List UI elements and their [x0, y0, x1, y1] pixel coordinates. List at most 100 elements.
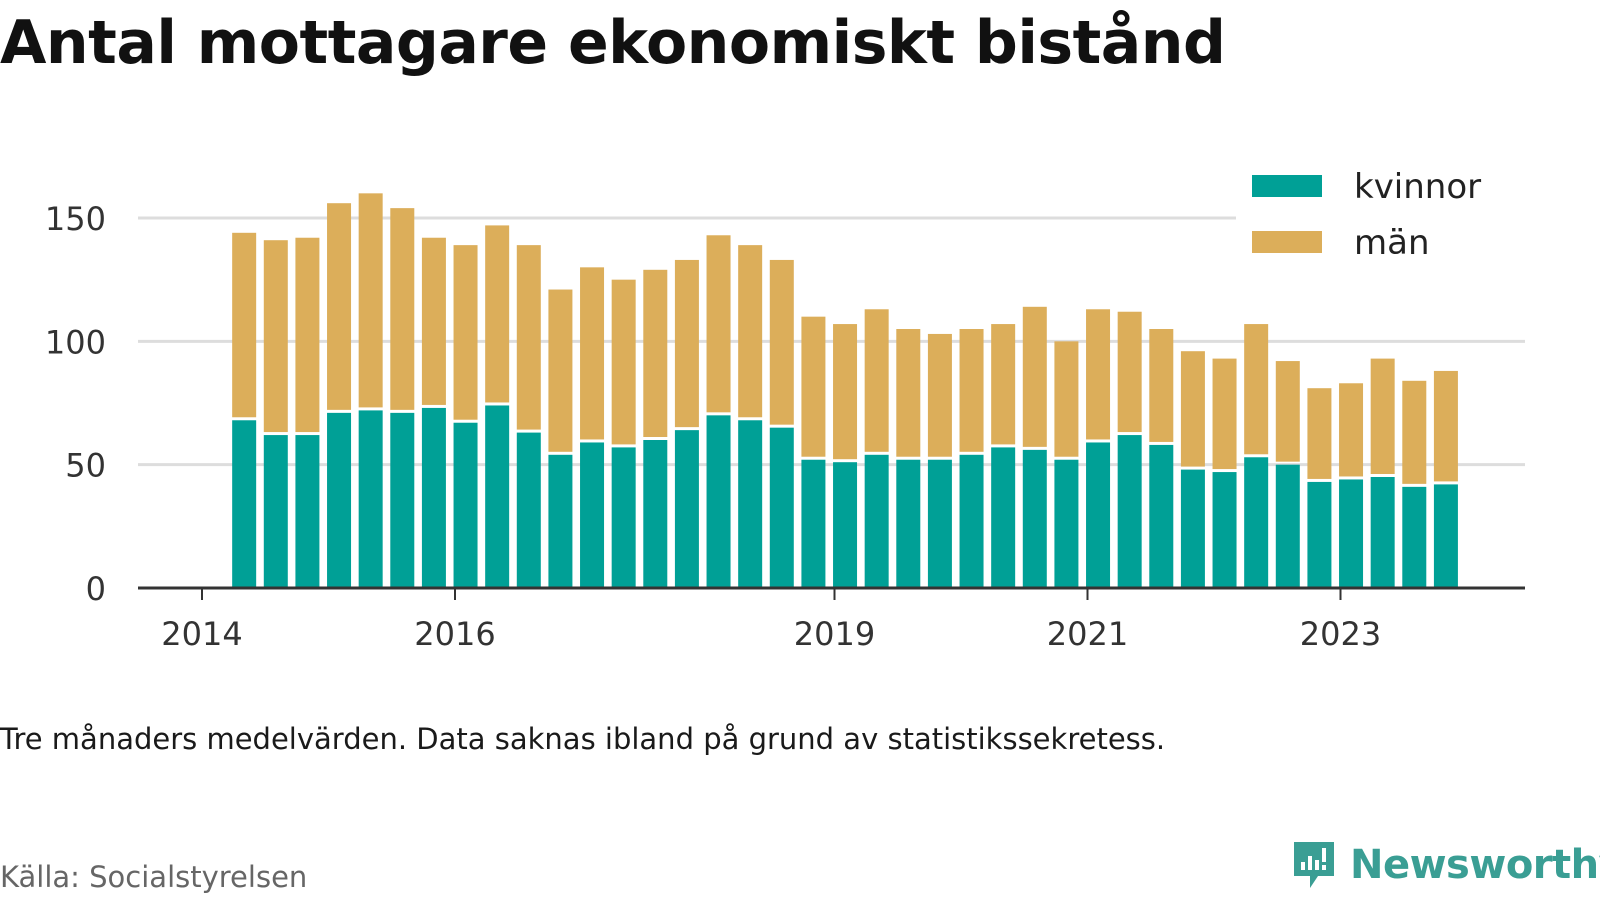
bar-man: [833, 324, 858, 460]
bar-kvinnor: [959, 454, 984, 588]
bar-man: [1402, 380, 1427, 484]
bar-kvinnor: [516, 432, 541, 588]
bar-kvinnor: [548, 454, 573, 588]
bar-man: [1275, 361, 1300, 462]
bar-man: [263, 240, 288, 433]
x-tick-label: 2021: [1047, 615, 1128, 653]
bar-man: [1339, 383, 1364, 477]
bar-man: [1054, 341, 1079, 457]
bar-kvinnor: [327, 412, 352, 588]
bar-kvinnor: [896, 459, 921, 588]
bar-man: [295, 237, 320, 433]
bar-man: [390, 208, 415, 410]
legend-swatch: [1252, 231, 1322, 253]
bar-man: [327, 203, 352, 410]
legend-label: män: [1354, 223, 1430, 263]
bar-man: [1117, 311, 1142, 433]
bar-kvinnor: [1402, 486, 1427, 588]
bar-man: [896, 329, 921, 457]
bar-kvinnor: [485, 405, 510, 588]
bar-kvinnor: [1244, 457, 1269, 588]
bar-man: [738, 245, 763, 418]
bar-kvinnor: [1433, 484, 1458, 588]
bar-kvinnor: [453, 422, 478, 588]
y-tick-label: 100: [45, 323, 106, 361]
bar-kvinnor: [927, 459, 952, 588]
bar-man: [453, 245, 478, 420]
bar-kvinnor: [1275, 464, 1300, 588]
bar-kvinnor: [580, 442, 605, 588]
bar-man: [959, 329, 984, 452]
bar-kvinnor: [611, 447, 636, 588]
bar-kvinnor: [263, 435, 288, 588]
bar-man: [706, 235, 731, 413]
bar-kvinnor: [1307, 481, 1332, 588]
bar-man: [1433, 370, 1458, 482]
x-axis: 2014 2016 2019 2021 2023: [138, 586, 1525, 653]
bar-man: [1149, 329, 1174, 442]
y-tick-label: 0: [86, 570, 106, 608]
bar-man: [421, 237, 446, 405]
bar-man: [548, 289, 573, 452]
stacked-bar-chart: 0 50 100 150 2014 2016 2019 2021 2023 kvinnor mä…: [44, 162, 1526, 653]
bar-man: [1022, 306, 1047, 447]
legend: kvinnor män: [1236, 162, 1526, 270]
bar-man: [485, 225, 510, 403]
bar-man: [1086, 309, 1111, 440]
bar-kvinnor: [1054, 459, 1079, 588]
bar-kvinnor: [769, 427, 794, 588]
bar-man: [1212, 358, 1237, 470]
bar-kvinnor: [864, 454, 889, 588]
bar-man: [991, 324, 1016, 445]
bar-man: [232, 232, 257, 418]
bar-kvinnor: [833, 462, 858, 588]
source-credit: Källa: Socialstyrelsen: [0, 860, 308, 894]
bar-kvinnor: [1370, 477, 1395, 588]
legend-swatch: [1252, 175, 1322, 197]
bar-kvinnor: [706, 415, 731, 588]
bars: [232, 193, 1458, 588]
bar-man: [580, 267, 605, 440]
bar-kvinnor: [738, 420, 763, 588]
chart-title: Antal mottagare ekonomiskt bistånd: [0, 8, 1226, 78]
bar-man: [516, 245, 541, 430]
bar-man: [1244, 324, 1269, 455]
y-tick-label: 50: [65, 447, 106, 485]
bar-man: [674, 259, 699, 428]
bar-kvinnor: [232, 420, 257, 588]
bar-kvinnor: [1086, 442, 1111, 588]
bar-man: [864, 309, 889, 452]
legend-label: kvinnor: [1354, 167, 1481, 207]
bar-man: [611, 279, 636, 445]
bar-kvinnor: [1180, 469, 1205, 588]
y-tick-label: 150: [45, 200, 106, 238]
bar-kvinnor: [1022, 449, 1047, 588]
brand-name: Newsworthy: [1350, 842, 1600, 888]
bar-kvinnor: [1212, 472, 1237, 588]
bar-kvinnor: [991, 447, 1016, 588]
bar-kvinnor: [390, 412, 415, 588]
bar-kvinnor: [295, 435, 320, 588]
bar-kvinnor: [643, 440, 668, 588]
chart-note: Tre månaders medelvärden. Data saknas ib…: [0, 722, 1166, 756]
y-axis-ticks: 0 50 100 150: [45, 200, 106, 608]
bar-kvinnor: [421, 407, 446, 588]
bar-man: [1370, 358, 1395, 474]
bar-man: [643, 269, 668, 437]
x-tick-label: 2016: [414, 615, 495, 653]
bar-man: [358, 193, 383, 408]
bar-man: [801, 316, 826, 457]
bar-kvinnor: [1339, 479, 1364, 588]
x-tick-label: 2019: [794, 615, 875, 653]
bar-man: [769, 259, 794, 425]
bar-kvinnor: [1149, 444, 1174, 588]
bar-kvinnor: [358, 410, 383, 588]
bar-man: [1307, 388, 1332, 479]
x-tick-label: 2014: [161, 615, 242, 653]
bar-kvinnor: [674, 430, 699, 588]
x-tick-label: 2023: [1300, 615, 1381, 653]
bar-kvinnor: [1117, 435, 1142, 588]
brand-logo: Newsworthy: [1290, 838, 1600, 892]
bar-man: [927, 333, 952, 457]
bar-kvinnor: [801, 459, 826, 588]
